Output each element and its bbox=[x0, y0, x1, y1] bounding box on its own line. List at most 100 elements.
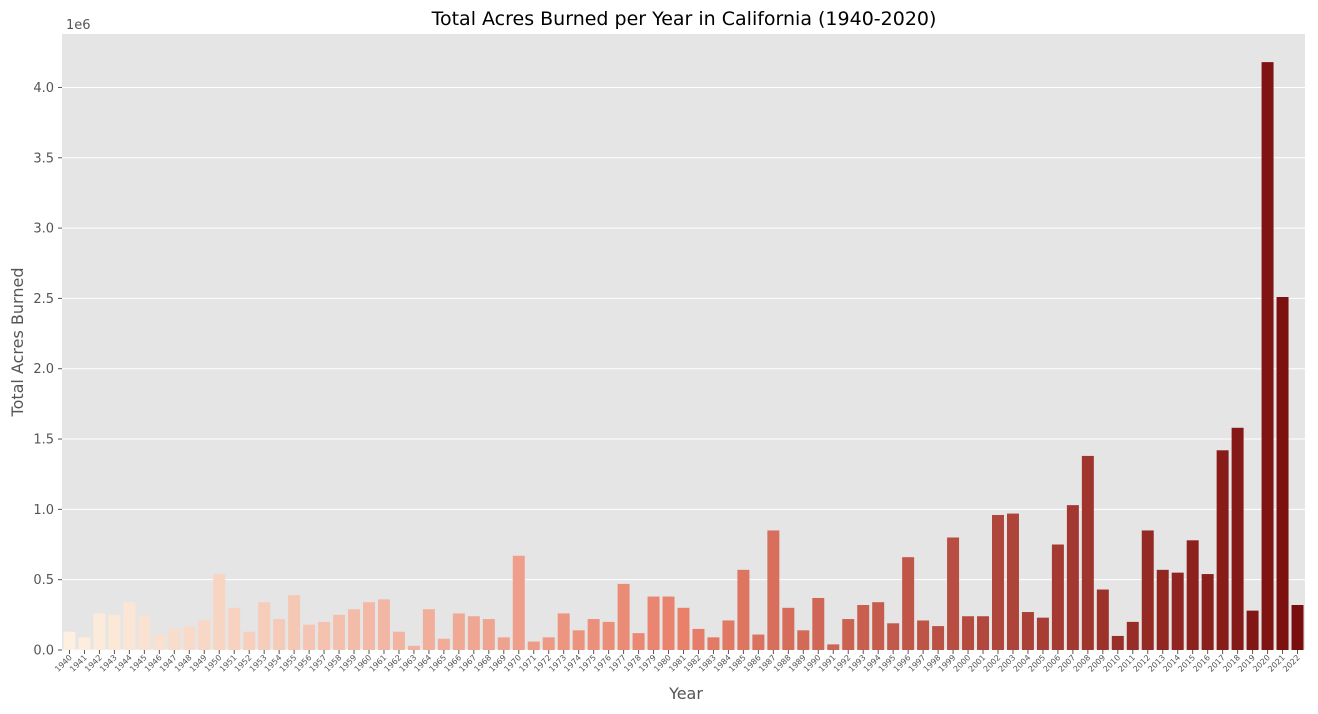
bar-1989 bbox=[797, 630, 810, 650]
bar-1944 bbox=[123, 602, 136, 650]
bar-1992 bbox=[842, 619, 855, 650]
bar-1962 bbox=[392, 631, 405, 650]
bar-1976 bbox=[602, 621, 615, 650]
bar-2001 bbox=[977, 616, 990, 650]
bar-2016 bbox=[1201, 574, 1214, 650]
bar-1984 bbox=[722, 620, 735, 650]
bar-2019 bbox=[1246, 610, 1259, 650]
bar-1974 bbox=[572, 630, 585, 650]
bar-2007 bbox=[1066, 505, 1079, 650]
y-tick-label: 3.0 bbox=[33, 222, 54, 237]
bar-1963 bbox=[407, 645, 420, 650]
bar-1997 bbox=[917, 620, 930, 650]
bar-1958 bbox=[333, 614, 346, 650]
bar-1971 bbox=[527, 641, 540, 650]
bar-1941 bbox=[78, 637, 91, 650]
bar-1990 bbox=[812, 597, 825, 650]
bar-1978 bbox=[632, 633, 645, 650]
plot-background bbox=[62, 34, 1305, 650]
bar-1961 bbox=[377, 599, 390, 650]
bar-2014 bbox=[1171, 572, 1184, 650]
bar-1977 bbox=[617, 583, 630, 650]
bar-1954 bbox=[273, 619, 286, 650]
y-ticks: 0.0 0.5 1.0 1.5 2.0 2.5 3.0 3.5 4.0 bbox=[33, 81, 62, 659]
bar-1951 bbox=[228, 607, 241, 650]
bar-1948 bbox=[183, 626, 196, 650]
bar-2000 bbox=[962, 616, 975, 650]
bar-1964 bbox=[422, 609, 435, 650]
y-tick-label: 0.0 bbox=[33, 644, 54, 659]
bar-1966 bbox=[452, 613, 465, 650]
bar-2004 bbox=[1021, 612, 1034, 650]
bar-1956 bbox=[303, 624, 316, 650]
bar-1965 bbox=[437, 638, 450, 650]
bar-2008 bbox=[1081, 455, 1094, 650]
bar-1983 bbox=[707, 637, 720, 650]
bar-1969 bbox=[497, 637, 510, 650]
bar-1998 bbox=[932, 626, 945, 650]
bar-1985 bbox=[737, 569, 750, 650]
y-tick-label: 2.5 bbox=[33, 292, 54, 307]
bar-2020 bbox=[1261, 62, 1274, 650]
bar-2015 bbox=[1186, 540, 1199, 650]
bar-1996 bbox=[902, 557, 915, 650]
bar-1999 bbox=[947, 537, 960, 650]
bar-1995 bbox=[887, 623, 900, 650]
bar-2018 bbox=[1231, 427, 1244, 650]
bar-1994 bbox=[872, 602, 885, 650]
bar-1942 bbox=[93, 613, 106, 650]
bar-1952 bbox=[243, 631, 256, 650]
bar-1953 bbox=[258, 602, 271, 650]
bar-2013 bbox=[1156, 569, 1169, 650]
bar-1967 bbox=[467, 616, 480, 650]
bar-1987 bbox=[767, 530, 780, 650]
bar-1950 bbox=[213, 574, 226, 650]
bar-1968 bbox=[482, 619, 495, 650]
y-tick-label: 1.0 bbox=[33, 503, 54, 518]
bar-1980 bbox=[662, 596, 675, 650]
y-tick-label: 1.5 bbox=[33, 433, 54, 448]
y-tick-label: 4.0 bbox=[33, 81, 54, 96]
bar-1993 bbox=[857, 604, 870, 650]
bar-1979 bbox=[647, 596, 660, 650]
bar-1982 bbox=[692, 628, 705, 650]
bar-2017 bbox=[1216, 450, 1229, 650]
bar-1975 bbox=[587, 619, 600, 650]
x-tick-label: 2022 bbox=[1281, 653, 1302, 674]
chart-title: Total Acres Burned per Year in Californi… bbox=[431, 8, 937, 30]
y-tick-label: 0.5 bbox=[33, 573, 54, 588]
bar-1959 bbox=[348, 609, 361, 650]
bar-2003 bbox=[1006, 513, 1019, 650]
bar-2002 bbox=[992, 514, 1004, 650]
bar-2006 bbox=[1051, 544, 1064, 650]
bar-1973 bbox=[557, 613, 570, 650]
x-axis-label: Year bbox=[668, 684, 703, 703]
bar-2009 bbox=[1096, 589, 1109, 650]
y-axis-label: Total Acres Burned bbox=[8, 268, 27, 418]
bar-1940 bbox=[63, 631, 76, 650]
bar-1972 bbox=[542, 637, 555, 650]
bar-1970 bbox=[512, 555, 525, 650]
bars bbox=[63, 62, 1304, 650]
bar-2022 bbox=[1291, 604, 1304, 650]
bar-2005 bbox=[1036, 617, 1049, 650]
bar-1991 bbox=[827, 644, 840, 650]
bar-2012 bbox=[1141, 530, 1154, 650]
y-offset-label: 1e6 bbox=[66, 18, 91, 33]
bar-1960 bbox=[363, 602, 375, 650]
bar-1957 bbox=[318, 621, 331, 650]
bar-1949 bbox=[198, 620, 211, 650]
bar-1988 bbox=[782, 607, 795, 650]
bar-1945 bbox=[138, 614, 151, 650]
bar-1981 bbox=[677, 607, 690, 650]
y-tick-label: 3.5 bbox=[33, 151, 54, 166]
bar-1947 bbox=[168, 628, 181, 650]
bar-2021 bbox=[1276, 296, 1289, 650]
bar-1946 bbox=[153, 634, 166, 650]
x-ticks: 1940194119421943194419451946194719481949… bbox=[53, 650, 1302, 674]
bar-1943 bbox=[108, 614, 121, 650]
gridlines bbox=[62, 86, 1305, 651]
bar-1986 bbox=[752, 634, 765, 650]
